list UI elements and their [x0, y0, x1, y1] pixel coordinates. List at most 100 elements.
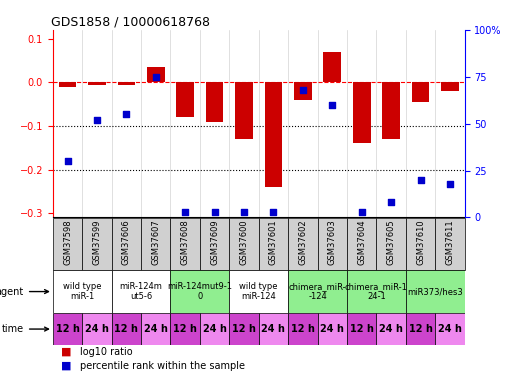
Point: [387, 200, 395, 206]
Bar: [235, 82, 253, 139]
FancyBboxPatch shape: [200, 217, 229, 270]
Text: miR373/hes3: miR373/hes3: [407, 287, 463, 296]
Text: ■: ■: [61, 361, 71, 371]
FancyBboxPatch shape: [53, 270, 111, 313]
Text: GSM37611: GSM37611: [446, 219, 455, 265]
Bar: [265, 82, 282, 187]
Bar: [294, 82, 312, 100]
Text: log10 ratio: log10 ratio: [80, 346, 132, 357]
FancyBboxPatch shape: [376, 313, 406, 345]
FancyBboxPatch shape: [347, 313, 376, 345]
FancyBboxPatch shape: [347, 270, 406, 313]
FancyBboxPatch shape: [317, 217, 347, 270]
FancyBboxPatch shape: [288, 217, 317, 270]
Bar: [324, 52, 341, 82]
FancyBboxPatch shape: [347, 217, 376, 270]
FancyBboxPatch shape: [317, 313, 347, 345]
FancyBboxPatch shape: [229, 270, 288, 313]
Text: 12 h: 12 h: [350, 324, 374, 334]
Text: 24 h: 24 h: [438, 324, 462, 334]
FancyBboxPatch shape: [171, 270, 229, 313]
FancyBboxPatch shape: [82, 313, 111, 345]
Text: GSM37607: GSM37607: [151, 219, 161, 265]
FancyBboxPatch shape: [406, 270, 465, 313]
FancyBboxPatch shape: [82, 217, 111, 270]
FancyBboxPatch shape: [259, 313, 288, 345]
FancyBboxPatch shape: [171, 217, 200, 270]
FancyBboxPatch shape: [111, 313, 141, 345]
Text: 24 h: 24 h: [203, 324, 227, 334]
FancyBboxPatch shape: [111, 217, 141, 270]
Point: [416, 177, 425, 183]
Text: GDS1858 / 10000618768: GDS1858 / 10000618768: [51, 16, 210, 29]
Text: GSM37602: GSM37602: [298, 219, 307, 265]
Bar: [147, 67, 165, 82]
Text: GSM37605: GSM37605: [386, 219, 395, 265]
Text: 24 h: 24 h: [85, 324, 109, 334]
Text: ■: ■: [61, 346, 71, 357]
Point: [240, 209, 248, 215]
Text: 24 h: 24 h: [320, 324, 344, 334]
Text: 12 h: 12 h: [115, 324, 138, 334]
FancyBboxPatch shape: [141, 313, 171, 345]
Text: 24 h: 24 h: [144, 324, 168, 334]
Text: 12 h: 12 h: [173, 324, 197, 334]
Bar: [88, 82, 106, 84]
FancyBboxPatch shape: [229, 217, 259, 270]
FancyBboxPatch shape: [435, 217, 465, 270]
Bar: [412, 82, 429, 102]
Text: percentile rank within the sample: percentile rank within the sample: [80, 361, 244, 371]
FancyBboxPatch shape: [376, 217, 406, 270]
FancyBboxPatch shape: [171, 313, 200, 345]
Point: [181, 209, 190, 215]
Point: [299, 87, 307, 93]
Text: 12 h: 12 h: [55, 324, 79, 334]
Text: GSM37608: GSM37608: [181, 219, 190, 265]
Text: GSM37610: GSM37610: [416, 219, 425, 265]
Text: time: time: [2, 324, 49, 334]
Text: GSM37606: GSM37606: [122, 219, 131, 265]
FancyBboxPatch shape: [435, 313, 465, 345]
Text: 12 h: 12 h: [232, 324, 256, 334]
Bar: [59, 82, 77, 87]
Text: GSM37598: GSM37598: [63, 219, 72, 265]
Text: GSM37604: GSM37604: [357, 219, 366, 265]
FancyBboxPatch shape: [406, 217, 435, 270]
FancyBboxPatch shape: [288, 270, 347, 313]
Text: GSM37601: GSM37601: [269, 219, 278, 265]
Text: miR-124mut9-1
0: miR-124mut9-1 0: [167, 282, 232, 301]
Text: wild type
miR-124: wild type miR-124: [240, 282, 278, 301]
Text: 12 h: 12 h: [409, 324, 432, 334]
Point: [152, 74, 160, 80]
Text: GSM37603: GSM37603: [328, 219, 337, 265]
Point: [122, 111, 130, 117]
Text: GSM37599: GSM37599: [92, 219, 101, 265]
FancyBboxPatch shape: [259, 217, 288, 270]
Text: 24 h: 24 h: [261, 324, 285, 334]
Point: [210, 209, 219, 215]
Point: [328, 102, 336, 108]
FancyBboxPatch shape: [111, 270, 171, 313]
Point: [269, 209, 278, 215]
Bar: [206, 82, 223, 122]
Bar: [176, 82, 194, 117]
Text: wild type
miR-1: wild type miR-1: [63, 282, 101, 301]
Text: 24 h: 24 h: [379, 324, 403, 334]
Text: GSM37600: GSM37600: [240, 219, 249, 265]
FancyBboxPatch shape: [53, 313, 82, 345]
FancyBboxPatch shape: [200, 313, 229, 345]
FancyBboxPatch shape: [141, 217, 171, 270]
Point: [63, 158, 72, 164]
Point: [93, 117, 101, 123]
Text: 12 h: 12 h: [291, 324, 315, 334]
Text: miR-124m
ut5-6: miR-124m ut5-6: [120, 282, 163, 301]
Text: agent: agent: [0, 286, 49, 297]
Bar: [353, 82, 371, 143]
Bar: [118, 82, 135, 84]
FancyBboxPatch shape: [53, 217, 82, 270]
FancyBboxPatch shape: [229, 313, 259, 345]
Bar: [382, 82, 400, 139]
Text: chimera_miR-
-124: chimera_miR- -124: [289, 282, 346, 301]
Text: GSM37609: GSM37609: [210, 219, 219, 265]
Point: [357, 209, 366, 215]
